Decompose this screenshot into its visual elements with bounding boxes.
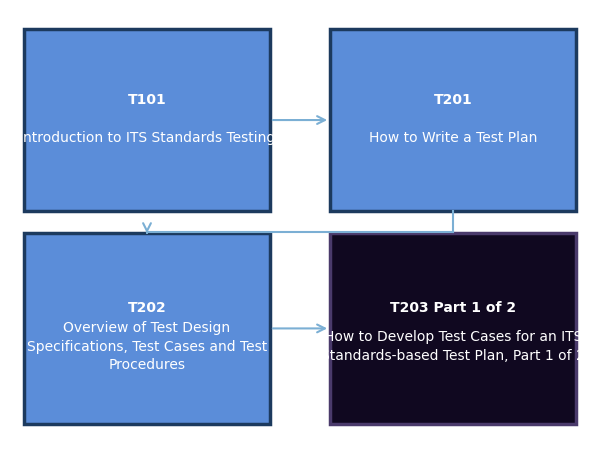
Text: Introduction to ITS Standards Testing: Introduction to ITS Standards Testing <box>19 131 275 145</box>
Text: T201: T201 <box>434 93 472 106</box>
Text: T202: T202 <box>128 301 166 315</box>
FancyBboxPatch shape <box>24 233 270 424</box>
Text: T203 Part 1 of 2: T203 Part 1 of 2 <box>390 301 516 315</box>
Text: How to Write a Test Plan: How to Write a Test Plan <box>369 131 537 145</box>
FancyBboxPatch shape <box>24 29 270 211</box>
Text: T101: T101 <box>128 93 166 106</box>
Text: How to Develop Test Cases for an ITS
Standards-based Test Plan, Part 1 of 2: How to Develop Test Cases for an ITS Sta… <box>321 330 585 363</box>
FancyBboxPatch shape <box>330 29 576 211</box>
Text: Overview of Test Design
Specifications, Test Cases and Test
Procedures: Overview of Test Design Specifications, … <box>27 321 267 372</box>
FancyBboxPatch shape <box>330 233 576 424</box>
